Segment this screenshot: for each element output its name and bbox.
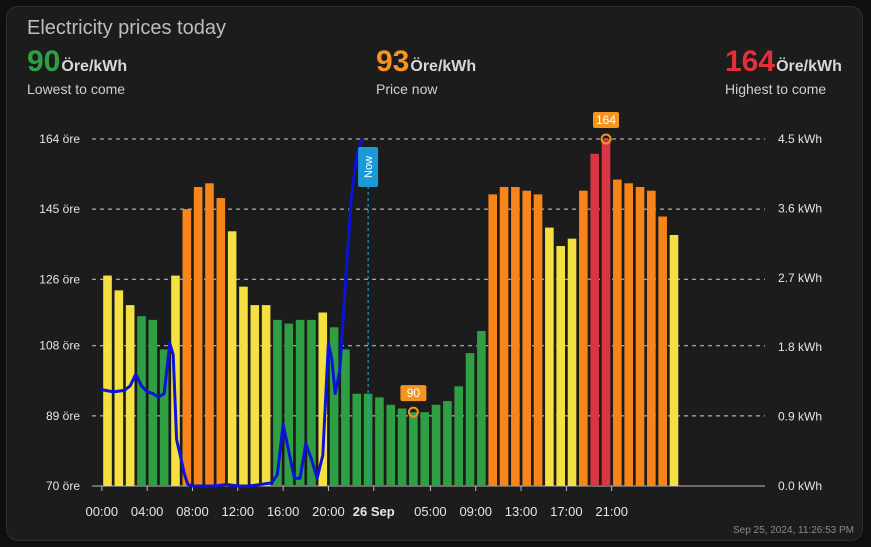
min-marker-label: 90	[407, 386, 421, 400]
left-tick-label: 89 öre	[46, 409, 80, 423]
price-bar	[182, 209, 192, 486]
price-bar	[375, 397, 384, 486]
max-marker-badge	[593, 112, 620, 128]
price-bar	[647, 190, 656, 486]
price-bar	[499, 186, 509, 486]
highest-unit: Öre/kWh	[776, 58, 842, 75]
price-bar	[409, 412, 418, 486]
price-bar	[454, 386, 464, 486]
lowest-caption: Lowest to come	[27, 81, 126, 97]
right-tick-label: 1.8 kWh	[778, 340, 822, 354]
right-tick-label: 0.0 kWh	[778, 479, 822, 493]
x-tick-label: 09:00	[459, 504, 492, 519]
price-bar	[148, 319, 158, 486]
x-tick-label: 26 Sep	[353, 504, 395, 519]
price-bar	[159, 349, 169, 486]
min-marker-point	[407, 406, 419, 418]
x-tick-label: 21:00	[595, 504, 628, 519]
right-tick-label: 2.7 kWh	[778, 271, 822, 285]
now-value: 93	[376, 45, 410, 78]
price-bar	[567, 238, 577, 486]
price-bar	[635, 186, 645, 486]
price-bar	[329, 327, 339, 486]
price-bar	[205, 183, 214, 487]
now-stat: 93Öre/kWh Price now	[376, 45, 476, 97]
price-bar	[658, 216, 667, 486]
price-bar	[397, 408, 407, 486]
right-tick-label: 4.5 kWh	[778, 132, 822, 146]
price-bar	[420, 412, 430, 486]
price-bar	[613, 179, 622, 486]
price-bar	[669, 234, 679, 486]
x-tick-label: 08:00	[176, 504, 209, 519]
price-bar	[511, 186, 520, 486]
now-caption: Price now	[376, 81, 438, 97]
price-bar	[477, 330, 486, 486]
lowest-value: 90	[27, 45, 61, 78]
timestamp: Sep 25, 2024, 11:26:53 PM	[732, 525, 854, 536]
price-bar	[250, 305, 260, 486]
lowest-unit: Öre/kWh	[61, 58, 128, 75]
now-badge	[358, 147, 379, 187]
x-tick-label: 04:00	[131, 504, 164, 519]
price-bar	[273, 319, 282, 486]
price-bar	[193, 186, 203, 486]
price-bar	[545, 227, 554, 486]
x-tick-label: 05:00	[414, 504, 447, 519]
left-tick-label: 164 öre	[39, 132, 80, 146]
price-bar	[443, 401, 452, 486]
price-bar	[114, 290, 124, 486]
max-marker-point	[600, 133, 612, 145]
price-bar	[307, 319, 316, 486]
price-bar	[352, 393, 362, 486]
now-unit: Öre/kWh	[410, 58, 477, 75]
price-bar	[522, 190, 532, 486]
highest-value: 164	[725, 45, 776, 78]
price-bar	[295, 319, 305, 486]
x-tick-label: 13:00	[505, 504, 538, 519]
price-bar	[624, 183, 633, 487]
x-tick-label: 20:00	[312, 504, 345, 519]
price-bar	[125, 305, 135, 486]
right-tick-label: 3.6 kWh	[778, 201, 822, 215]
price-bar	[137, 316, 146, 486]
price-bar	[590, 153, 599, 486]
price-bar	[103, 275, 112, 486]
x-tick-label: 17:00	[550, 504, 583, 519]
now-label: Now	[363, 156, 375, 178]
price-bar	[284, 323, 294, 486]
price-bar	[386, 404, 396, 486]
price-bar	[465, 353, 475, 486]
left-tick-label: 70 öre	[46, 479, 80, 493]
price-bar	[227, 231, 237, 486]
left-tick-label: 108 öre	[39, 339, 80, 353]
price-bar	[341, 349, 350, 486]
price-bar	[239, 286, 248, 486]
left-tick-label: 126 öre	[39, 272, 80, 286]
price-bar	[216, 198, 226, 486]
x-tick-label: 00:00	[86, 504, 119, 519]
x-tick-label: 12:00	[222, 504, 255, 519]
price-bar	[579, 190, 588, 486]
price-bar	[261, 305, 271, 486]
highest-stat: 164Öre/kWh Highest to come	[725, 45, 842, 97]
x-tick-label: 16:00	[267, 504, 300, 519]
highest-caption: Highest to come	[725, 81, 827, 97]
price-bar	[318, 312, 328, 486]
max-marker-label: 164	[596, 113, 616, 127]
right-tick-label: 0.9 kWh	[778, 410, 822, 424]
price-bar	[601, 139, 611, 486]
left-tick-label: 145 öre	[39, 202, 80, 216]
price-bar	[431, 404, 441, 486]
price-bar	[488, 194, 498, 486]
price-bar	[533, 194, 543, 486]
min-marker-badge	[400, 385, 427, 402]
price-bar	[556, 246, 565, 486]
consumption-line	[101, 138, 364, 488]
lowest-stat: 90Öre/kWh Lowest to come	[27, 45, 127, 97]
card-title: Electricity prices today	[27, 17, 226, 39]
